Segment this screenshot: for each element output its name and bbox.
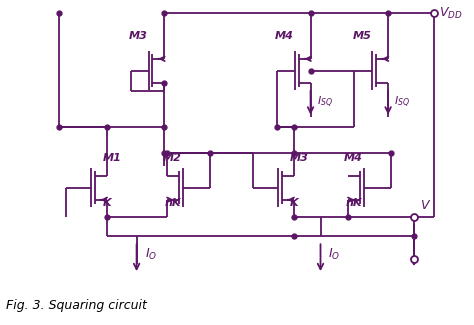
Text: nK: nK bbox=[165, 198, 182, 208]
Text: $I_{SQ}$: $I_{SQ}$ bbox=[394, 95, 410, 110]
Text: $I_{SQ}$: $I_{SQ}$ bbox=[317, 95, 333, 110]
Text: M2: M2 bbox=[163, 153, 182, 163]
Text: K: K bbox=[290, 198, 298, 208]
Text: $I_O$: $I_O$ bbox=[328, 247, 341, 262]
Text: Fig. 3. Squaring circuit: Fig. 3. Squaring circuit bbox=[6, 299, 147, 312]
Text: M4: M4 bbox=[343, 153, 362, 163]
Text: M3: M3 bbox=[128, 31, 147, 41]
Text: M5: M5 bbox=[352, 31, 371, 41]
Text: $I_O$: $I_O$ bbox=[145, 247, 157, 262]
Text: $V_{DD}$: $V_{DD}$ bbox=[439, 6, 463, 21]
Text: M4: M4 bbox=[275, 31, 294, 41]
Text: M1: M1 bbox=[103, 153, 122, 163]
Text: K: K bbox=[103, 198, 111, 208]
Text: V: V bbox=[420, 199, 428, 212]
Text: M3: M3 bbox=[290, 153, 309, 163]
Text: nK: nK bbox=[346, 198, 362, 208]
